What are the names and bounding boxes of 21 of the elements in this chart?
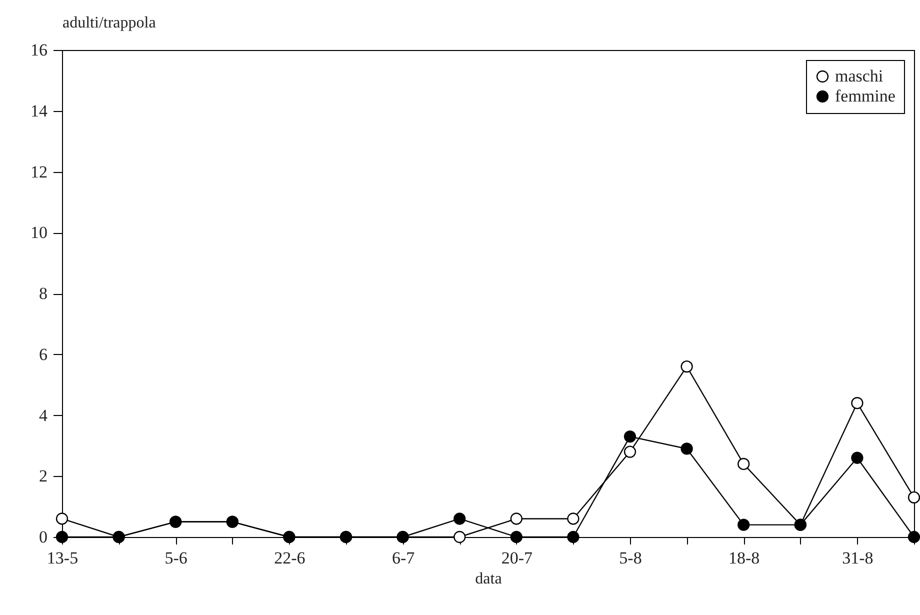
x-tick-label: 5-8 — [619, 548, 642, 568]
x-tick-label: 5-6 — [164, 548, 188, 568]
x-axis-title: data — [475, 570, 502, 588]
y-tick-label: 8 — [39, 284, 48, 303]
y-tick-label: 12 — [30, 162, 48, 182]
y-tick-label: 10 — [30, 223, 48, 242]
x-tick-label: 6-7 — [392, 548, 416, 568]
legend-label: maschi — [835, 66, 884, 86]
legend-label: femmine — [835, 86, 896, 106]
y-tick-label: 14 — [30, 101, 48, 120]
y-tick-label: 4 — [39, 406, 48, 425]
y-axis-title: adulti/trappola — [62, 14, 156, 32]
y-tick-label: 0 — [39, 528, 48, 546]
x-tick-label: 18-8 — [728, 548, 760, 568]
x-tick-label: 20-7 — [501, 548, 533, 568]
x-tick-label: 22-6 — [274, 548, 306, 568]
y-tick-label: 16 — [30, 40, 48, 60]
y-tick-label: 2 — [39, 466, 48, 486]
x-tick-label: 13-5 — [46, 548, 78, 568]
y-tick-label: 6 — [39, 344, 48, 364]
x-tick-label: 31-8 — [842, 548, 874, 568]
